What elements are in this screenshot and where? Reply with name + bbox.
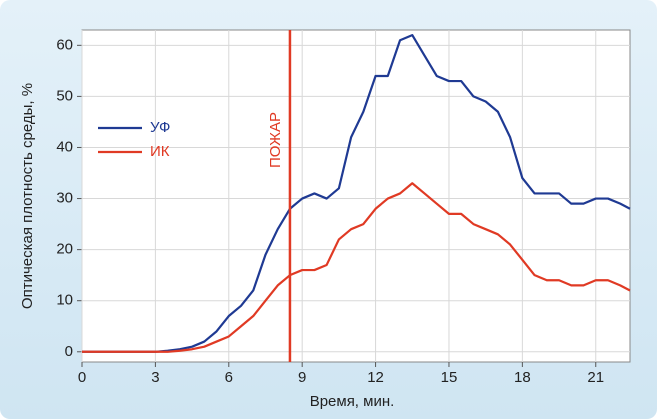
legend-label: ИК	[150, 143, 170, 160]
x-tick-label: 12	[367, 369, 384, 386]
x-tick-label: 6	[225, 369, 233, 386]
line-series	[82, 182, 631, 353]
x-tick-label: 9	[298, 369, 306, 386]
y-tick-label: 20	[56, 241, 73, 258]
x-tick-label: 3	[151, 369, 159, 386]
x-tick-label: 15	[441, 369, 458, 386]
line-series	[82, 34, 631, 353]
plot-area	[81, 29, 631, 363]
x-axis-label: Время, мин.	[310, 393, 395, 410]
x-tick-label: 21	[587, 369, 604, 386]
x-tick-label: 18	[514, 369, 531, 386]
y-tick-label: 60	[56, 36, 73, 53]
y-axis-label: Оптическая плотность среды, %	[19, 83, 36, 309]
legend-label: УФ	[150, 119, 170, 136]
annotation-label: ПОЖАР	[267, 112, 284, 168]
y-tick-label: 50	[56, 87, 73, 104]
y-tick-label: 40	[56, 138, 73, 155]
y-tick-label: 30	[56, 190, 73, 207]
y-tick-label: 0	[65, 343, 73, 360]
x-tick-label: 0	[78, 369, 86, 386]
y-tick-label: 10	[56, 292, 73, 309]
